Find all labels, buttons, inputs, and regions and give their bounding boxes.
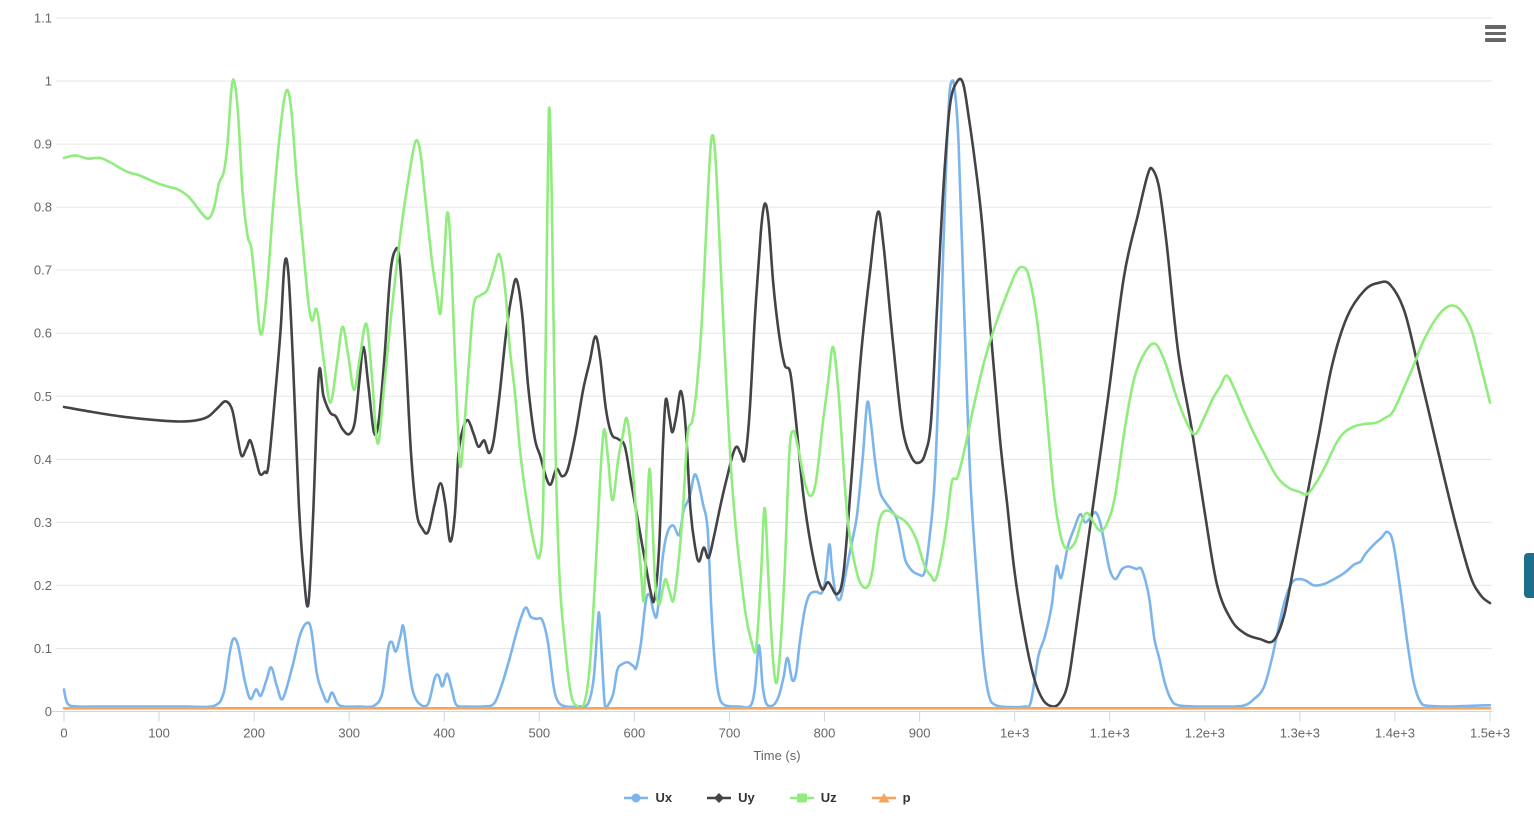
legend-label-uz: Uz [820, 790, 837, 805]
diamond-marker-icon [707, 792, 732, 803]
y-tick-label: 1.1 [34, 11, 52, 26]
y-tick-label: 0.4 [34, 452, 52, 467]
y-tick-label: 0.2 [34, 578, 52, 593]
x-tick-label: 200 [243, 726, 265, 741]
x-tick-label: 900 [909, 726, 931, 741]
triangle-marker-icon [871, 792, 896, 802]
y-tick-label: 0.1 [34, 641, 52, 656]
legend-item-uz[interactable]: Uz [789, 790, 837, 805]
x-tick-label: 100 [148, 726, 170, 741]
legend-label-ux: Ux [655, 790, 673, 805]
x-tick-label: 0 [60, 726, 67, 741]
y-tick-label: 0.6 [34, 326, 52, 341]
y-tick-label: 1 [45, 74, 52, 89]
series-line-uy[interactable] [62, 77, 1492, 708]
x-tick-label: 1.1e+3 [1090, 726, 1130, 741]
legend-item-uy[interactable]: Uy [706, 790, 755, 805]
circle-marker-icon [624, 793, 649, 802]
legend-item-ux[interactable]: Ux [623, 790, 672, 805]
hamburger-icon [1485, 31, 1506, 36]
y-tick-label: 0.7 [34, 263, 52, 278]
y-tick-label: 0.3 [34, 515, 52, 530]
x-tick-label: 1.3e+3 [1280, 726, 1320, 741]
legend-item-p[interactable]: p [871, 790, 911, 805]
x-tick-label: 600 [624, 726, 646, 741]
x-tick-label: 1.2e+3 [1185, 726, 1225, 741]
x-axis-title: Time (s) [753, 748, 801, 763]
x-tick-label: 300 [338, 726, 360, 741]
x-tick-label: 1e+3 [1000, 726, 1029, 741]
hamburger-icon [1485, 38, 1506, 42]
legend-label-uy: Uy [738, 790, 755, 805]
square-marker-icon [789, 793, 814, 802]
y-tick-label: 0.8 [34, 200, 52, 215]
plot-svg: 0 100 200 300 400 500 600 700 800 900 1e+3 1.1e+3 1.… [34, 11, 1510, 741]
y-tick-label: 0 [45, 704, 52, 719]
export-menu-button[interactable] [1485, 25, 1506, 42]
legend: Ux Uy Uz p [0, 790, 1534, 805]
right-edge-artifact [1524, 553, 1534, 598]
x-tick-label: 400 [433, 726, 455, 741]
series-line-uz[interactable] [62, 78, 1492, 710]
x-tick-label: 700 [719, 726, 741, 741]
y-tick-label: 0.5 [34, 389, 52, 404]
x-tick-label: 1.4e+3 [1375, 726, 1415, 741]
x-tick-label: 500 [528, 726, 550, 741]
y-tick-label: 0.9 [34, 137, 52, 152]
hamburger-icon [1485, 25, 1506, 29]
x-tick-label: 1.5e+3 [1470, 726, 1510, 741]
x-tick-label: 800 [814, 726, 836, 741]
legend-label-p: p [902, 790, 911, 805]
series-line-ux[interactable] [62, 79, 1492, 710]
